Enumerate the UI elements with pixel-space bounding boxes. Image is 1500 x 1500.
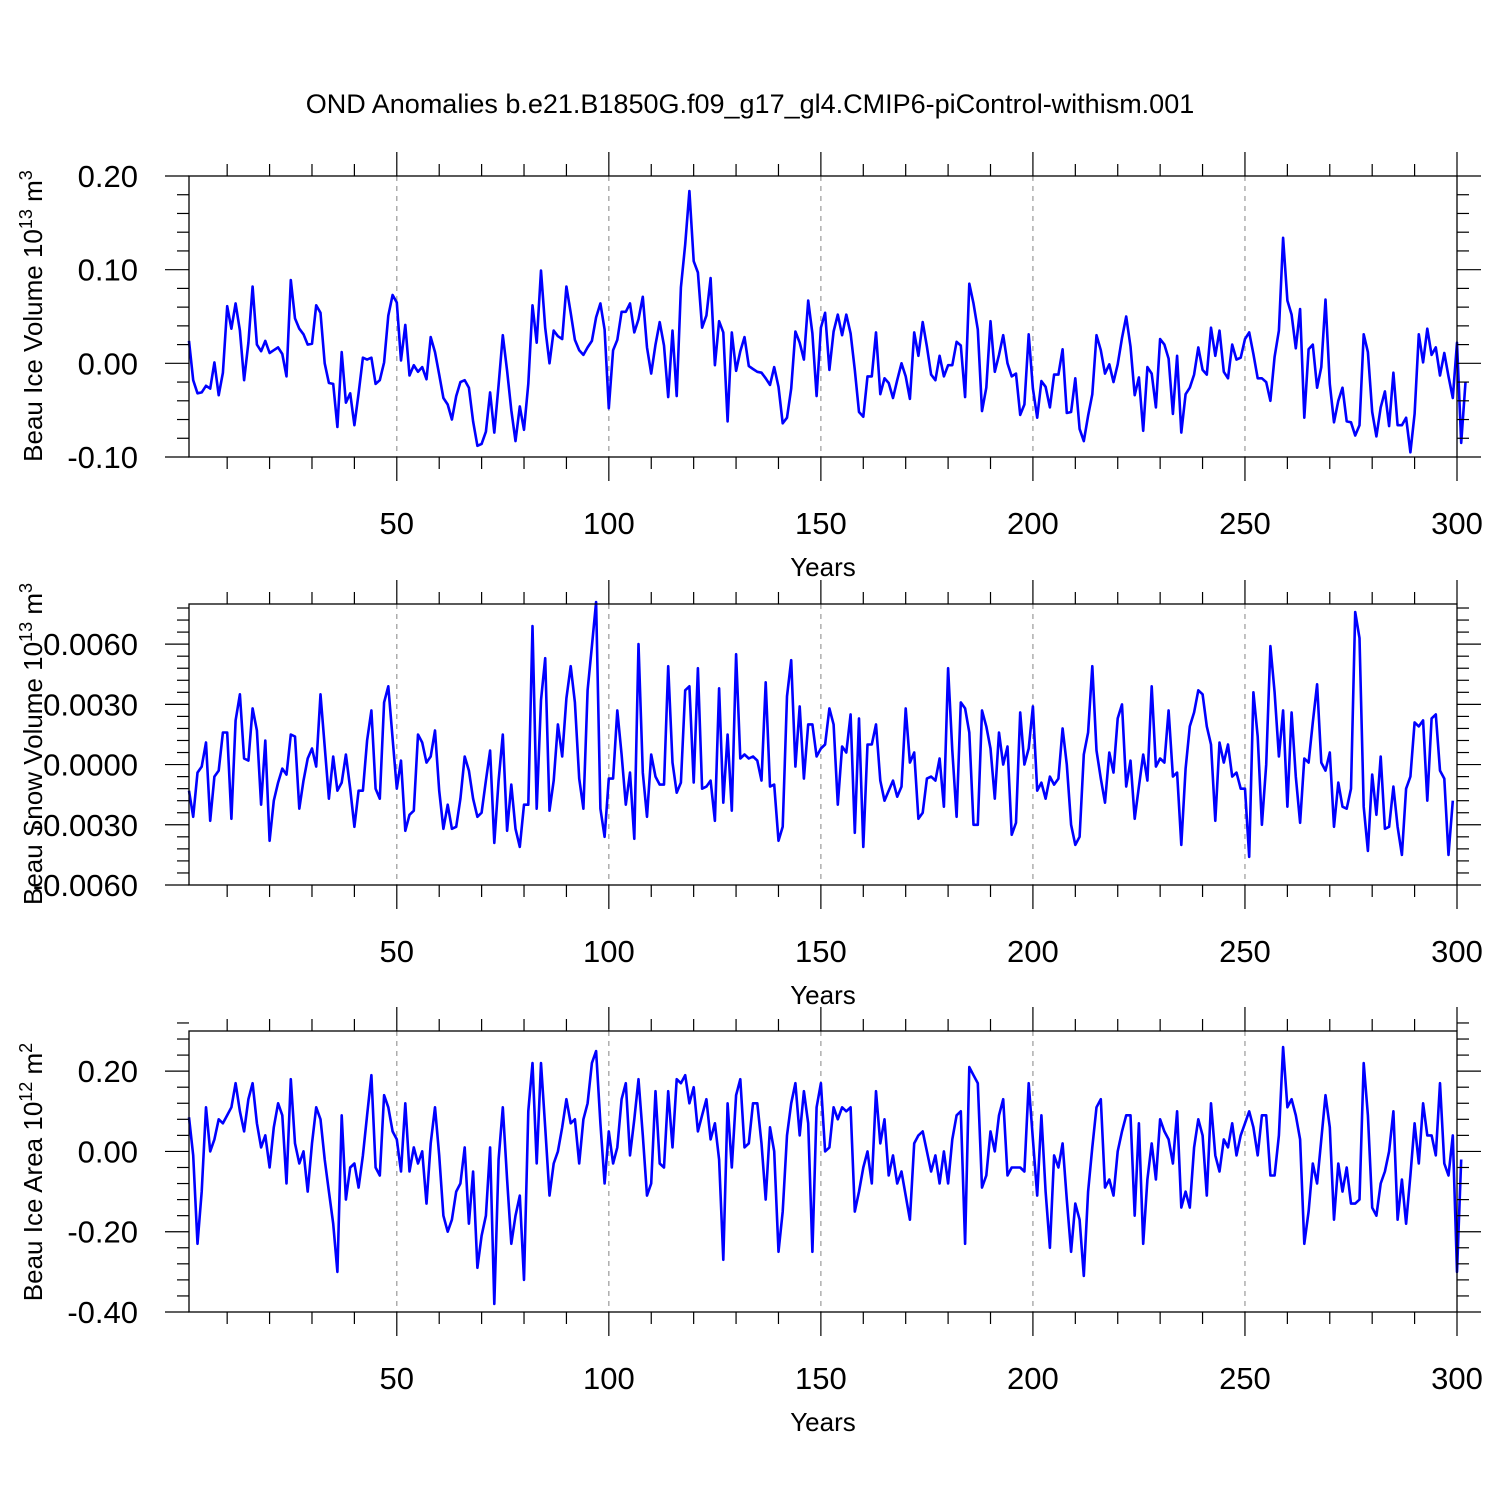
x-tick-label: 50 — [380, 1361, 414, 1396]
x-tick-label: 300 — [1431, 934, 1483, 969]
y-tick-label: 0.00 — [78, 1134, 138, 1169]
plot-frame — [188, 1030, 1458, 1313]
plot-frame — [188, 603, 1458, 886]
panel-ice-area: Beau Ice Area 1012 m2 Years -0.40 -0.20 0.… — [16, 1007, 1483, 1437]
panel-ice-volume-xlabel: Years — [790, 552, 856, 582]
series-line — [187, 189, 1467, 454]
x-tick-label: 300 — [1431, 1361, 1483, 1396]
y-tick-label: 0.0000 — [43, 748, 138, 783]
x-tick-label: 150 — [795, 1361, 847, 1396]
x-tick-label: 150 — [795, 934, 847, 969]
x-tick-label: 200 — [1007, 1361, 1059, 1396]
x-tick-label: 250 — [1219, 934, 1271, 969]
x-tick-label: 150 — [795, 506, 847, 541]
panel-ice-area-xlabel: Years — [790, 1407, 856, 1437]
panel-ice-volume: Beau Ice Volume 1013 m3 Years -0.10 0.00 0… — [16, 152, 1483, 582]
panel-snow-volume-xlabel: Years — [790, 980, 856, 1010]
y-tick-label: 0.20 — [78, 1054, 138, 1089]
y-tick-label: -0.40 — [67, 1295, 138, 1330]
y-tick-label: 0.00 — [78, 346, 138, 381]
y-tick-label: -0.10 — [67, 440, 138, 475]
panel-snow-volume-ylabel: Beau Snow Volume 1013 m3 — [16, 583, 48, 905]
y-tick-label: 0.10 — [78, 253, 138, 288]
x-tick-label: 250 — [1219, 1361, 1271, 1396]
plot-frame — [188, 175, 1458, 458]
panel-ice-volume-ylabel: Beau Ice Volume 1013 m3 — [16, 170, 48, 462]
panel-snow-volume: Beau Snow Volume 1013 m3 Years -0.0060 -0… — [16, 580, 1483, 1010]
x-tick-label: 50 — [380, 934, 414, 969]
panel-ice-area-ylabel: Beau Ice Area 1012 m2 — [16, 1043, 48, 1301]
x-tick-label: 300 — [1431, 506, 1483, 541]
y-tick-label: -0.0060 — [33, 868, 138, 903]
x-tick-label: 100 — [583, 934, 635, 969]
x-tick-label: 100 — [583, 1361, 635, 1396]
y-tick-label: -0.0030 — [33, 808, 138, 843]
y-tick-label: 0.20 — [78, 159, 138, 194]
y-tick-label: 0.0030 — [43, 687, 138, 722]
x-tick-label: 100 — [583, 506, 635, 541]
y-tick-label: -0.20 — [67, 1215, 138, 1250]
x-tick-label: 200 — [1007, 934, 1059, 969]
x-tick-label: 200 — [1007, 506, 1059, 541]
y-tick-label: 0.0060 — [43, 627, 138, 662]
series-line — [187, 1045, 1463, 1306]
x-tick-label: 250 — [1219, 506, 1271, 541]
chart-title: OND Anomalies b.e21.B1850G.f09_g17_gl4.C… — [306, 89, 1194, 119]
series-line — [187, 600, 1455, 859]
x-tick-label: 50 — [380, 506, 414, 541]
